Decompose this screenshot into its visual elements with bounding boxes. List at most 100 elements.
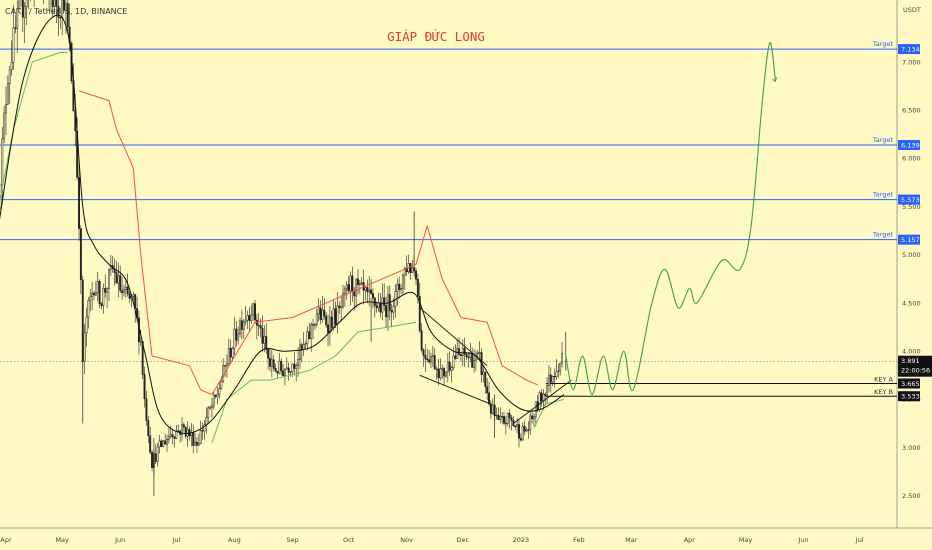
candle-body: [108, 268, 110, 289]
candle-body: [143, 374, 146, 399]
candle: [510, 414, 513, 431]
candle: [549, 367, 552, 393]
candle-body: [289, 371, 292, 373]
trendline: [513, 379, 572, 424]
candle: [519, 433, 522, 442]
target-price-tag: [898, 140, 920, 151]
candle-body: [171, 434, 174, 438]
candle: [508, 409, 511, 429]
candle: [343, 286, 346, 307]
candle-body: [166, 439, 168, 445]
candle: [431, 345, 434, 368]
candle: [349, 271, 352, 306]
candle-body: [328, 316, 331, 333]
candle-body: [353, 291, 356, 297]
candle-body: [83, 332, 86, 362]
candle-body: [321, 309, 324, 320]
key-price-tag-label: 3.665: [901, 380, 920, 388]
candle-body: [345, 284, 348, 290]
candle-body: [542, 393, 545, 402]
candle-body: [366, 287, 369, 293]
candle-body: [392, 305, 395, 313]
candle-body: [244, 319, 247, 323]
trendline: [419, 374, 492, 405]
candle: [175, 425, 178, 440]
candle-body: [497, 414, 500, 420]
candle-body: [158, 440, 161, 448]
candle: [503, 411, 505, 426]
candle-body: [338, 305, 341, 308]
candle: [430, 352, 432, 369]
price-axis-panel[interactable]: [897, 0, 932, 550]
x-tick-label: Apr: [684, 536, 696, 544]
candle-body: [6, 83, 9, 105]
candle: [551, 375, 554, 387]
candle-body: [428, 359, 431, 363]
candle-body: [227, 347, 230, 365]
candle-body: [534, 401, 537, 418]
candle-body: [175, 430, 178, 439]
candle-body: [510, 417, 513, 421]
candle-body: [411, 267, 414, 273]
candle: [345, 281, 348, 300]
candle: [94, 281, 97, 297]
candle-body: [430, 356, 432, 363]
candle: [83, 324, 86, 374]
candle-body: [553, 376, 556, 378]
candle: [501, 411, 504, 425]
candle: [478, 341, 481, 362]
candle-body: [386, 294, 389, 318]
candle-body: [237, 333, 240, 341]
supertrend-up-line: [533, 398, 565, 429]
candle-body: [476, 352, 479, 355]
candle-body: [544, 393, 547, 396]
candle: [267, 348, 270, 370]
candle: [171, 428, 174, 445]
candle: [514, 425, 517, 430]
candle: [420, 323, 423, 353]
candle-body: [64, 3, 67, 11]
candle: [459, 354, 462, 362]
candle: [160, 438, 163, 448]
candle-body: [91, 292, 94, 298]
candle: [184, 426, 187, 439]
candle-body: [173, 436, 176, 439]
candle-body: [261, 327, 264, 344]
candle-body: [207, 407, 210, 418]
candle: [409, 263, 412, 280]
candle-body: [284, 368, 286, 376]
candle-body: [400, 287, 402, 290]
candle: [386, 285, 389, 331]
candle: [441, 364, 444, 379]
candle: [317, 298, 320, 322]
target-label: Target: [872, 136, 894, 144]
y-tick-label: 5.000: [902, 251, 921, 259]
candle-body: [484, 371, 487, 387]
target-label: Target: [872, 40, 894, 48]
candle-body: [443, 368, 446, 377]
y-tick-label: 5.500: [902, 203, 921, 211]
candle-body: [122, 289, 125, 293]
candle-body: [162, 440, 165, 447]
supertrend-down-line: [78, 90, 538, 396]
candle-body: [242, 321, 245, 330]
candle: [561, 341, 563, 368]
candle-body: [254, 303, 256, 321]
candle: [342, 284, 344, 310]
candle-body: [278, 360, 281, 374]
x-tick-label: Jun: [797, 536, 808, 544]
plot-area[interactable]: [0, 0, 897, 528]
candle: [240, 309, 243, 340]
candle-body: [147, 420, 150, 437]
candle-body: [463, 347, 466, 355]
x-tick-label: Apr: [0, 536, 12, 544]
candle: [486, 378, 489, 401]
candle: [523, 420, 526, 435]
candle-body: [3, 112, 6, 140]
candle-body: [426, 358, 429, 361]
candle-body: [473, 359, 476, 368]
candle: [482, 365, 485, 383]
candle: [139, 329, 142, 347]
